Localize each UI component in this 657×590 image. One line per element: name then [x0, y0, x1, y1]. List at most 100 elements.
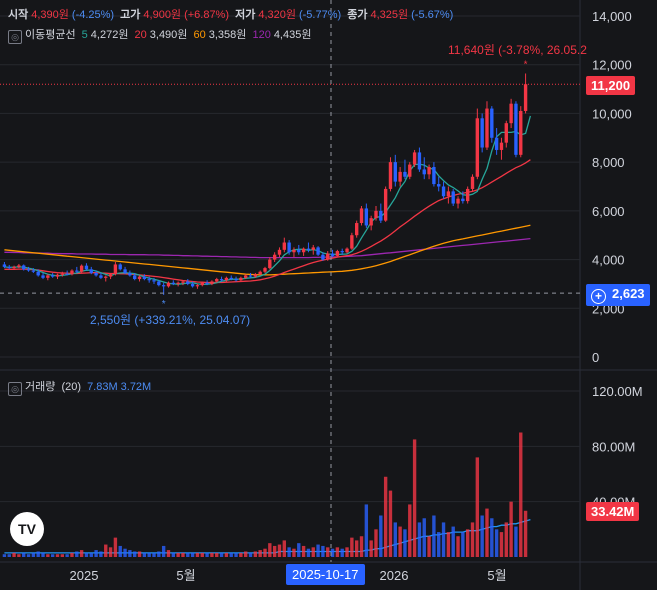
candle-body: [364, 208, 369, 226]
volume-bar: [345, 547, 349, 557]
candle-body: [514, 103, 518, 155]
tradingview-logo-icon[interactable]: TV: [10, 512, 44, 546]
candle-body: [118, 264, 122, 270]
volume-bar: [268, 543, 272, 557]
candle-body: [166, 282, 171, 287]
volume-legend[interactable]: ◎ 거래량 (20) 7.83M 3.72M: [8, 378, 154, 396]
candle-body: [253, 274, 258, 277]
volume-bar: [161, 545, 166, 557]
low-change: (-5.77%): [298, 9, 342, 21]
volume-bar: [277, 544, 282, 557]
candle-body: [229, 277, 233, 280]
candle-body: [133, 275, 137, 280]
volume-bar: [311, 547, 315, 557]
volume-bar: [388, 490, 393, 557]
crosshair-plus-icon[interactable]: +: [591, 289, 606, 304]
candle-body: [171, 282, 176, 284]
candle-body: [210, 281, 214, 284]
price-tick-label: 10,000: [592, 106, 632, 121]
volume-bar: [379, 515, 383, 557]
candle-body: [480, 118, 484, 148]
candle-body: [437, 184, 441, 187]
volume-bar: [364, 504, 369, 557]
candle-body: [152, 280, 156, 282]
volume-bar: [480, 515, 484, 557]
ma5-value: 4,272원: [90, 29, 129, 41]
candle-body: [316, 247, 320, 255]
volume-bar: [70, 552, 74, 557]
volume-ma-value: 3.72M: [120, 381, 152, 393]
high-annotation: 11,640원 (-3.78%, 26.05.2: [448, 43, 587, 57]
eye-toggle-icon[interactable]: ◎: [8, 30, 22, 44]
volume-bar: [446, 532, 451, 557]
candlestick-series: [2, 73, 528, 295]
volume-bar: [55, 554, 60, 557]
ma120-line: [4, 237, 531, 259]
volume-bar: [519, 432, 523, 557]
volume-bar: [171, 552, 176, 557]
candle-body: [200, 282, 204, 286]
candle-body: [388, 162, 393, 189]
volume-bar: [60, 554, 65, 557]
volume-bar: [75, 551, 79, 557]
volume-bar: [147, 552, 151, 557]
candle-body: [272, 254, 277, 260]
candle-body: [359, 208, 364, 224]
volume-bar: [504, 522, 508, 557]
candle-body: [326, 253, 330, 260]
volume-bar: [441, 522, 446, 557]
volume-bar: [7, 554, 11, 557]
candle-body: [422, 169, 426, 175]
eye-toggle-icon[interactable]: ◎: [8, 382, 22, 396]
volume-bar: [137, 551, 142, 557]
candle-body: [446, 191, 451, 197]
volume-bar: [104, 544, 108, 557]
candle-body: [509, 103, 513, 124]
candle-body: [224, 277, 229, 281]
volume-bar: [176, 552, 180, 557]
candle-body: [41, 275, 45, 278]
volume-bar: [157, 551, 161, 557]
price-tick-label: 6,000: [592, 204, 625, 219]
volume-bar: [12, 552, 16, 557]
volume-bar: [166, 550, 171, 557]
crosshair-date-badge: 2025-10-17: [286, 564, 365, 585]
candle-body: [31, 270, 36, 272]
candle-body: [190, 283, 195, 287]
candle-body: [215, 279, 219, 282]
volume-bar: [128, 550, 132, 557]
volume-bar: [65, 554, 69, 557]
price-tick-label: 8,000: [592, 155, 625, 170]
volume-bar: [437, 532, 441, 557]
candle-body: [417, 152, 422, 170]
volume-bar: [181, 552, 185, 557]
volume-bar: [321, 545, 325, 557]
candle-body: [301, 248, 306, 253]
candle-body: [60, 273, 65, 275]
candle-body: [113, 264, 118, 275]
crosshair-price-badge[interactable]: +2,623: [586, 284, 650, 306]
volume-bar: [210, 552, 214, 557]
candle-body: [12, 266, 16, 269]
candle-body: [263, 268, 267, 272]
volume-bar: [50, 554, 55, 557]
volume-bar: [403, 529, 407, 557]
moving-average-legend[interactable]: ◎ 이동평균선 5 4,272원 20 3,490원 60 3,358원 120 4,43…: [8, 26, 314, 44]
candle-body: [36, 271, 40, 276]
volume-bar: [263, 548, 267, 557]
volume-bar: [108, 547, 113, 557]
candle-body: [485, 108, 489, 148]
candle-body: [65, 273, 69, 275]
low-annotation: 2,550원 (+339.21%, 25.04.07): [90, 313, 250, 327]
volume-bar: [461, 532, 465, 557]
candle-body: [297, 249, 301, 253]
candle-body: [176, 282, 180, 284]
candle-body: [345, 248, 349, 253]
volume-bar: [113, 537, 118, 557]
candle-body: [70, 270, 74, 275]
candle-body: [519, 110, 523, 155]
volume-bar: [287, 547, 291, 557]
ma60-period: 60: [193, 29, 206, 41]
